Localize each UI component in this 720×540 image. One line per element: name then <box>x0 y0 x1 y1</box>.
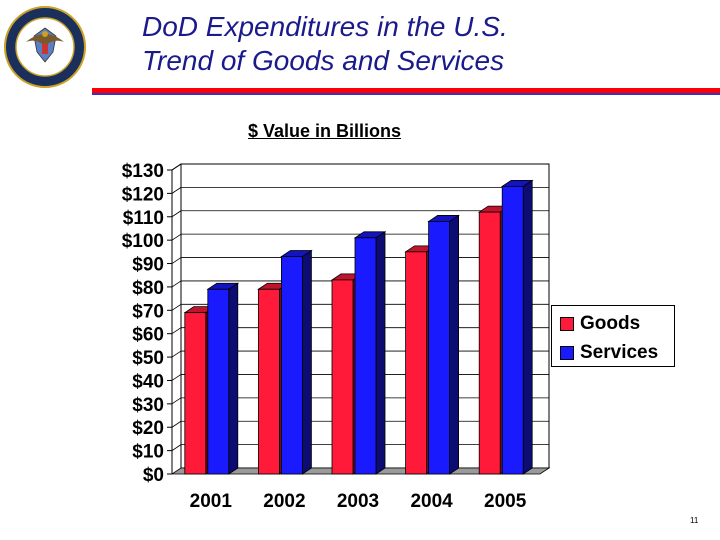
bar-goods-2003 <box>331 279 354 475</box>
y-tick-label: $70 <box>132 301 164 322</box>
y-tick-label: $110 <box>123 208 164 229</box>
chart-subtitle: $ Value in Billions <box>248 121 402 141</box>
gridline-side <box>171 374 182 381</box>
y-tick-label: $0 <box>143 465 164 486</box>
bar-services-2001 <box>207 288 230 475</box>
bar-side-services-2003 <box>375 231 386 475</box>
header-rule-blue <box>92 93 720 95</box>
header-rule-red <box>92 88 720 93</box>
y-tick-label: $120 <box>122 184 164 205</box>
x-tick-label: 2004 <box>410 491 453 512</box>
title-line-1: DoD Expenditures in the U.S. <box>142 11 508 42</box>
legend-label-services: Services <box>580 342 659 363</box>
gridline-side <box>171 327 182 335</box>
gridline-side <box>171 303 182 311</box>
y-tick-label: $40 <box>132 371 164 392</box>
bar-services-2003 <box>354 237 377 475</box>
bar-services-2004 <box>428 221 451 475</box>
page-number: 11 <box>690 516 699 525</box>
bar-side-services-2002 <box>301 249 312 475</box>
title-line-2: Trend of Goods and Services <box>142 45 505 76</box>
x-tick-label: 2003 <box>337 491 379 512</box>
gridline-side <box>171 280 182 288</box>
y-tick-label: $60 <box>132 325 164 346</box>
gridline-side <box>171 187 182 194</box>
dod-seal-icon <box>4 6 86 88</box>
y-tick-label: $90 <box>132 255 164 276</box>
page-title: DoD Expenditures in the U.S. Trend of Go… <box>142 10 508 78</box>
bar-services-2005 <box>501 185 524 475</box>
bar-side-services-2005 <box>522 179 533 475</box>
bar-goods-2005 <box>478 211 501 475</box>
x-tick-label: 2005 <box>484 491 527 512</box>
legend-item-services: Services <box>560 341 658 365</box>
x-tick-label: 2001 <box>190 491 233 512</box>
gridline-side <box>171 233 182 241</box>
bar-goods-2001 <box>184 312 207 475</box>
legend-swatch-services <box>560 346 574 360</box>
y-tick-label: $20 <box>132 418 164 439</box>
gridline-side <box>171 350 182 358</box>
bar-goods-2002 <box>257 288 280 475</box>
y-tick-label: $80 <box>132 278 164 299</box>
slide-header: DoD Expenditures in the U.S. Trend of Go… <box>0 0 720 100</box>
bar-side-services-2001 <box>228 282 239 475</box>
y-tick-label: $50 <box>132 348 164 369</box>
y-tick-label: $130 <box>122 161 164 182</box>
bar-goods-2004 <box>405 251 428 475</box>
x-tick-label: 2002 <box>263 491 305 512</box>
gridline-side <box>171 420 182 428</box>
gridline-side <box>171 444 182 451</box>
gridline-side <box>171 257 182 264</box>
gridline-side <box>171 210 182 218</box>
gridline-side <box>171 163 182 171</box>
legend-item-goods: Goods <box>560 312 640 336</box>
gridline-side <box>171 397 182 405</box>
y-tick-label: $10 <box>132 442 164 463</box>
chart-legend: Goods Services <box>551 305 675 367</box>
bar-services-2002 <box>280 256 303 475</box>
y-tick-label: $30 <box>132 395 164 416</box>
bar-side-services-2004 <box>449 214 460 475</box>
legend-label-goods: Goods <box>580 313 641 334</box>
legend-swatch-goods <box>560 317 574 331</box>
y-tick-label: $100 <box>122 231 164 252</box>
